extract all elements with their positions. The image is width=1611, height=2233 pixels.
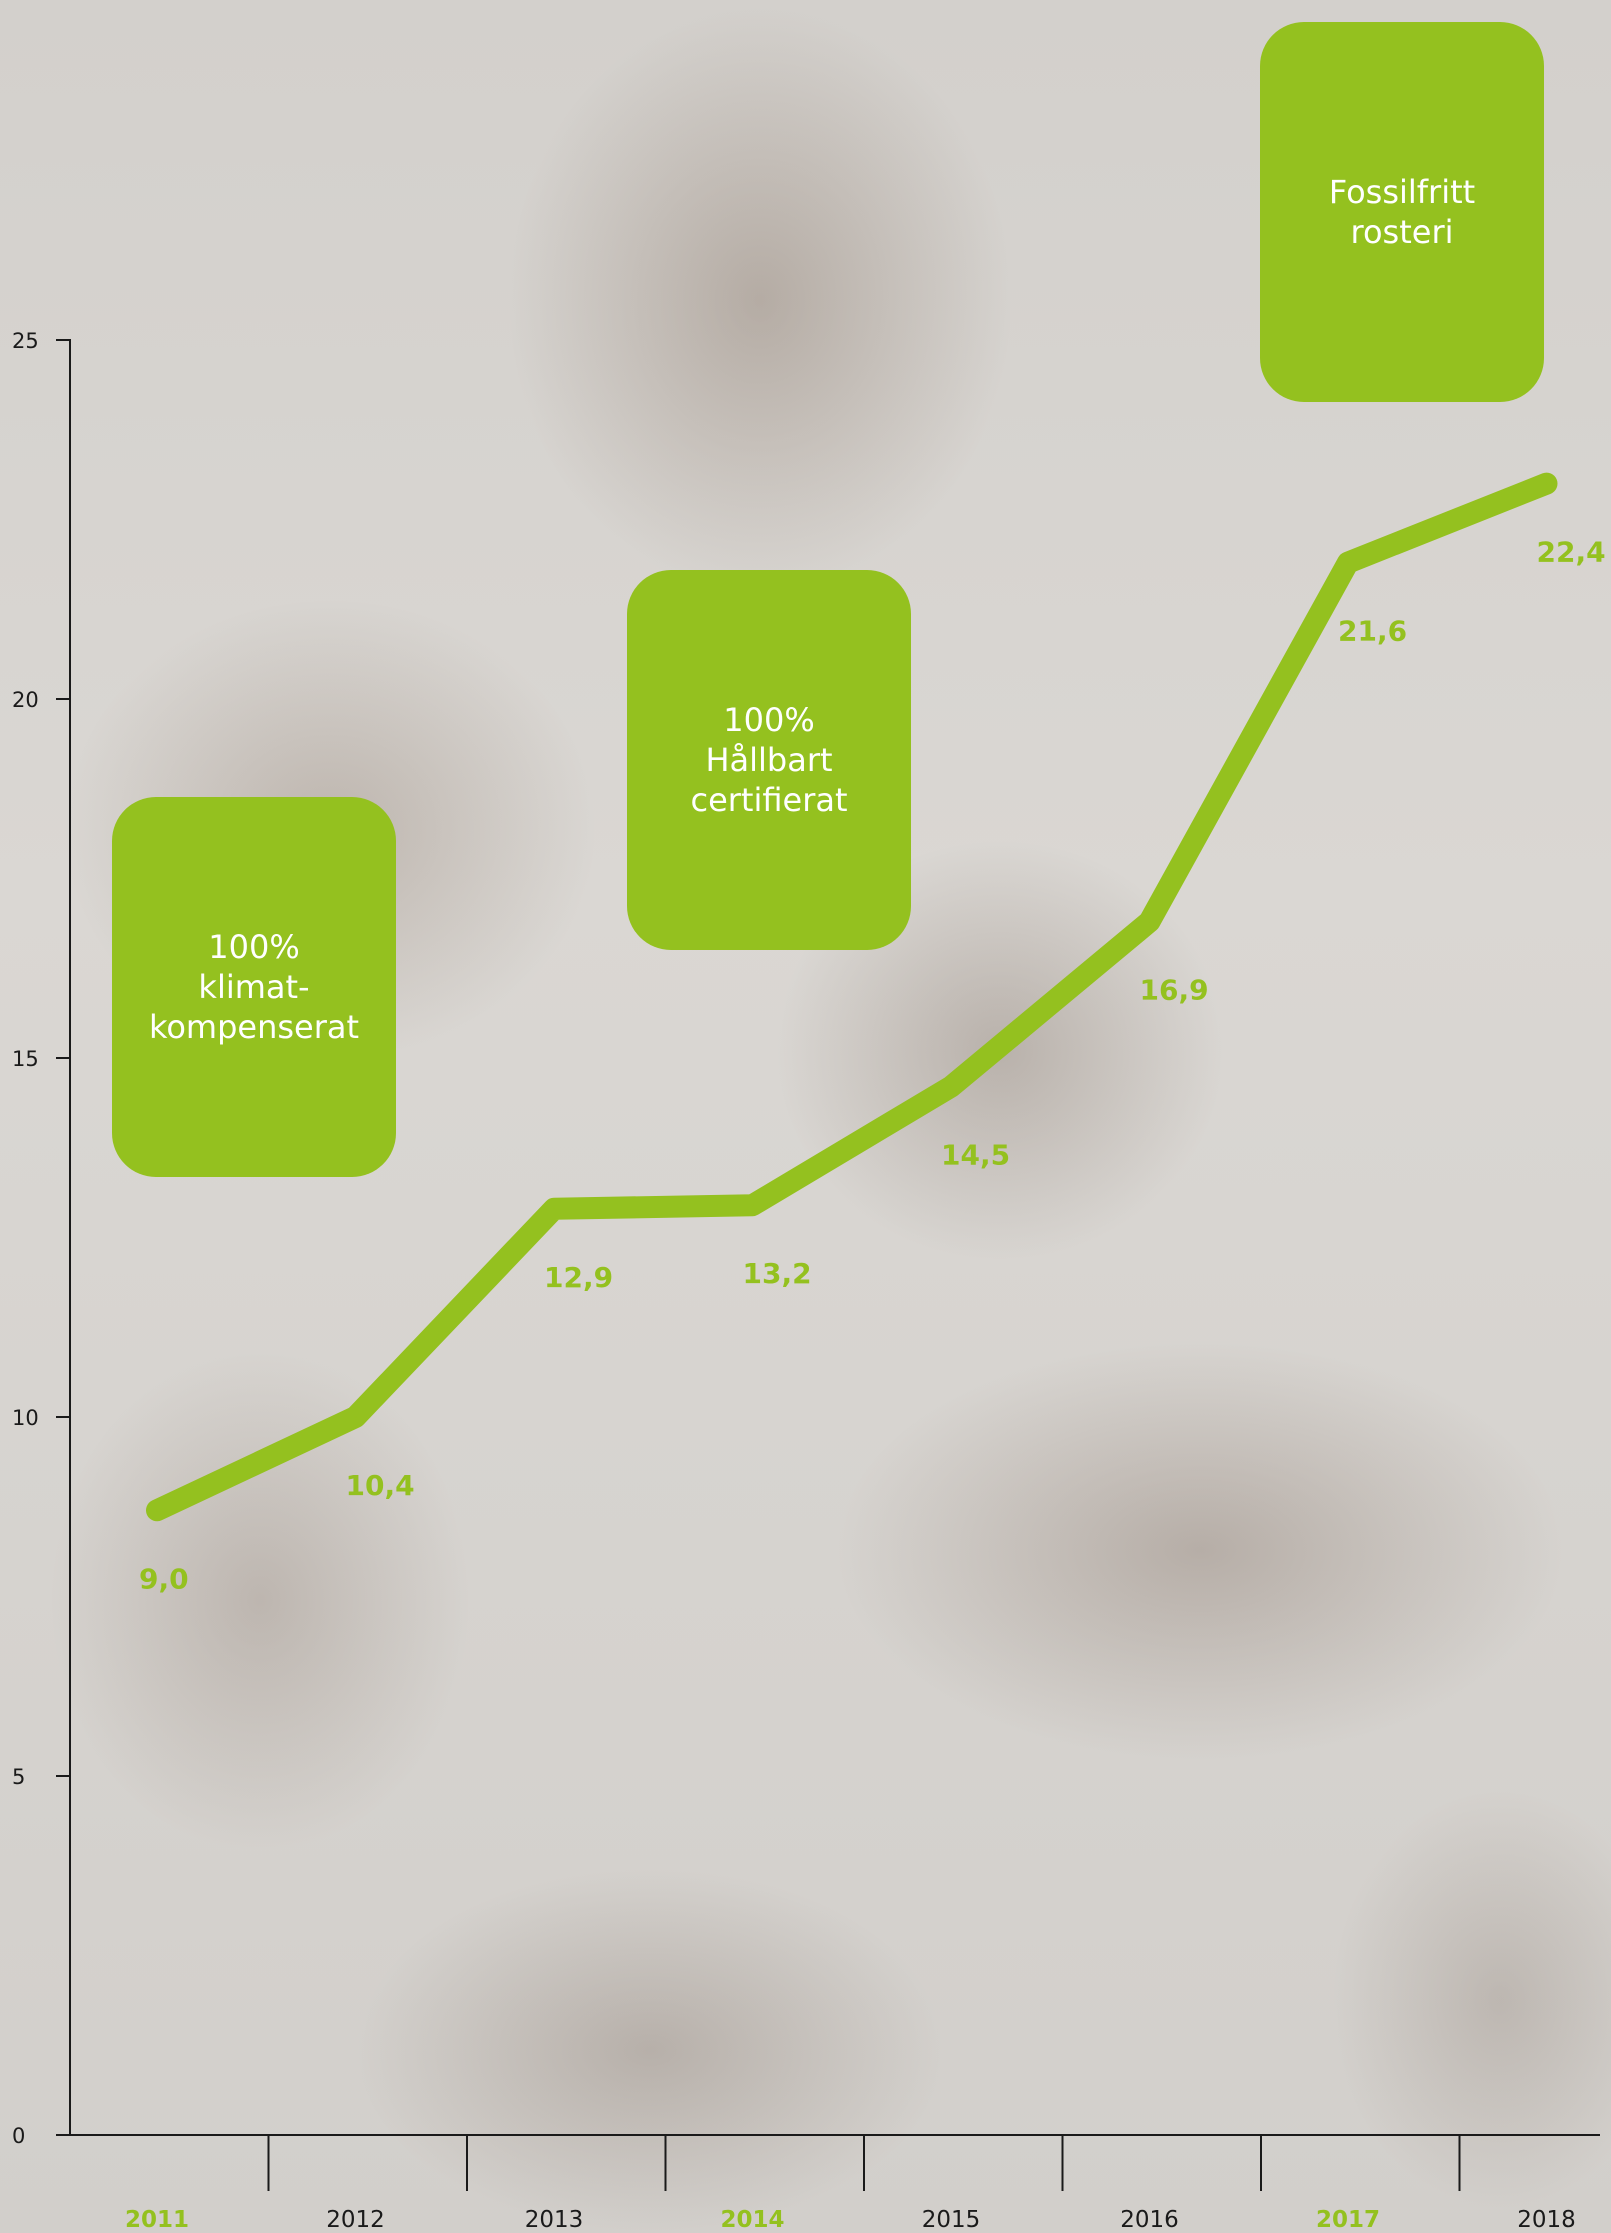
annotation-fossil-free-roastery: Fossilfritt rosteri bbox=[1260, 22, 1544, 402]
series-line-group bbox=[146, 472, 1558, 1522]
x-tick-label: 2018 bbox=[1517, 2207, 1576, 2233]
data-point bbox=[950, 1085, 952, 1088]
x-tick-label: 2017 bbox=[1316, 2207, 1380, 2233]
y-tick-label: 5 bbox=[12, 1765, 25, 1789]
y-tick-label: 15 bbox=[12, 1047, 39, 1071]
annotation-sustainable-certified: 100% Hållbart certifierat bbox=[627, 570, 911, 950]
data-point bbox=[1347, 561, 1349, 564]
data-point bbox=[1148, 920, 1151, 923]
x-tick-label: 2011 bbox=[125, 2207, 189, 2233]
annotation-line: 100% bbox=[208, 928, 300, 966]
annotation-line: Fossilfritt bbox=[1328, 173, 1476, 211]
data-label: 9,0 bbox=[139, 1562, 189, 1595]
y-tick-label: 0 bbox=[12, 2124, 25, 2148]
y-tick-label: 25 bbox=[12, 329, 39, 353]
data-label: 22,4 bbox=[1537, 536, 1606, 569]
data-label: 14,5 bbox=[941, 1139, 1010, 1172]
data-labels: 9,0 10,4 12,9 13,2 14,5 16,9 21,6 22,4 bbox=[139, 536, 1606, 1596]
y-axis: 0 5 10 15 20 25 bbox=[12, 329, 71, 2148]
y-tick-label: 10 bbox=[12, 1406, 39, 1430]
data-point bbox=[751, 1204, 754, 1207]
x-tick-label: 2012 bbox=[326, 2207, 385, 2233]
data-label: 13,2 bbox=[743, 1257, 812, 1290]
data-label: 10,4 bbox=[346, 1469, 415, 1502]
x-tick-label: 2015 bbox=[922, 2207, 981, 2233]
data-label: 21,6 bbox=[1338, 615, 1407, 648]
annotation-climate-compensated: 100% klimat- kompenserat bbox=[112, 797, 396, 1177]
x-tick-label: 2014 bbox=[720, 2207, 784, 2233]
annotation-line: rosteri bbox=[1350, 213, 1454, 251]
annotation-line: klimat- bbox=[198, 968, 310, 1006]
annotation-line: kompenserat bbox=[148, 1008, 360, 1046]
annotation-line: Hållbart bbox=[705, 741, 833, 779]
data-point bbox=[553, 1207, 555, 1210]
data-point bbox=[156, 1509, 158, 1512]
data-point bbox=[354, 1416, 357, 1418]
data-label: 12,9 bbox=[544, 1261, 613, 1294]
data-label: 16,9 bbox=[1140, 974, 1209, 1007]
x-axis: 2011 2012 2013 2014 2015 2016 2017 2018 bbox=[70, 2134, 1600, 2233]
annotation-line: certifierat bbox=[690, 781, 848, 819]
series-line bbox=[146, 472, 1558, 1522]
x-tick-label: 2016 bbox=[1120, 2207, 1179, 2233]
annotation-line: 100% bbox=[723, 701, 815, 739]
x-tick-label: 2013 bbox=[525, 2207, 584, 2233]
y-tick-label: 20 bbox=[12, 688, 39, 712]
data-point bbox=[1545, 482, 1548, 485]
